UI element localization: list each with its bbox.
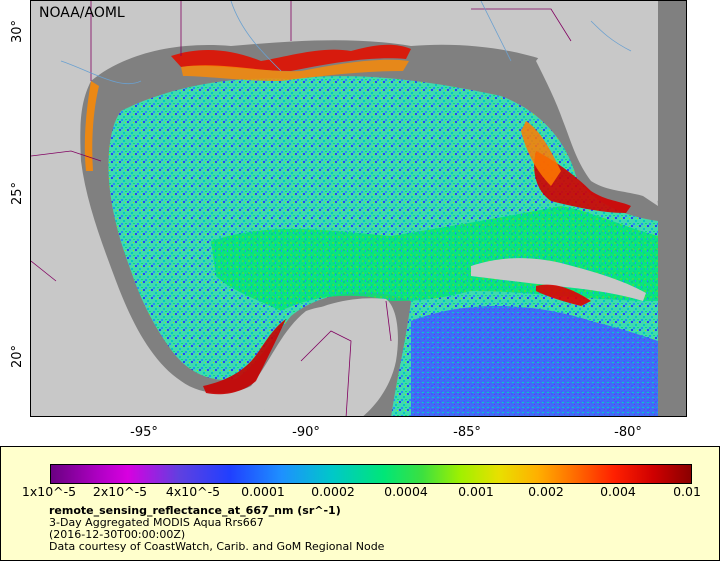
date-label: (2016-12-30T00:00:00Z): [49, 528, 186, 541]
colorbar-tick-label: 2x10^-5: [92, 484, 148, 499]
colorbar-tick-label: 0.01: [673, 484, 701, 499]
deep-ocean-blue-area: [411, 306, 658, 416]
florida-peninsula: [536, 41, 658, 206]
atlantic-no-data-strip: [658, 1, 686, 416]
colorbar-tick-label: 0.001: [458, 484, 494, 499]
colorbar-tick-label: 0.004: [600, 484, 636, 499]
florida-west-coast-orange: [521, 121, 561, 186]
colorbar-tick-label: 1x10^-5: [21, 484, 77, 499]
rivers: [60, 1, 632, 85]
campeche-coast-high-reflectance: [203, 319, 286, 395]
longitude-tick-label: -95°: [130, 425, 158, 440]
map-panel[interactable]: NOAA/AOML: [30, 0, 687, 417]
longitude-tick-label: -80°: [614, 425, 642, 440]
colorbar-tick-label: 0.0004: [384, 484, 428, 499]
map-credit-label: NOAA/AOML: [39, 5, 125, 21]
legend-panel: 1x10^-5 2x10^-5 4x10^-5 0.0001 0.0002 0.…: [0, 446, 720, 561]
texas-coast-orange: [84, 81, 99, 171]
louisiana-coast-high-reflectance: [171, 44, 411, 71]
colorbar-tick-label: 0.002: [528, 484, 564, 499]
colorbar-tick-label: 4x10^-5: [165, 484, 221, 499]
cuba-north-coast-red: [536, 284, 591, 306]
colorbar-tick-label: 0.0001: [241, 484, 285, 499]
yucatan-peninsula: [261, 298, 398, 416]
colorbar: [50, 464, 692, 484]
reflectance-map: [31, 1, 686, 416]
political-borders: [31, 1, 572, 416]
variable-label: remote_sensing_reflectance_at_667_nm (sr…: [49, 504, 341, 517]
longitude-tick-label: -85°: [453, 425, 481, 440]
latitude-tick-label: 30°: [10, 19, 25, 43]
longitude-tick-label: -90°: [292, 425, 320, 440]
cuba-island: [471, 258, 646, 301]
latitude-tick-label: 20°: [10, 344, 25, 368]
source-label: Data courtesy of CoastWatch, Carib. and …: [49, 540, 385, 553]
latitude-tick-label: 25°: [10, 181, 25, 205]
louisiana-coast-orange: [181, 59, 409, 81]
colorbar-tick-label: 0.0002: [311, 484, 355, 499]
product-label: 3-Day Aggregated MODIS Aqua Rrs667: [49, 516, 264, 529]
